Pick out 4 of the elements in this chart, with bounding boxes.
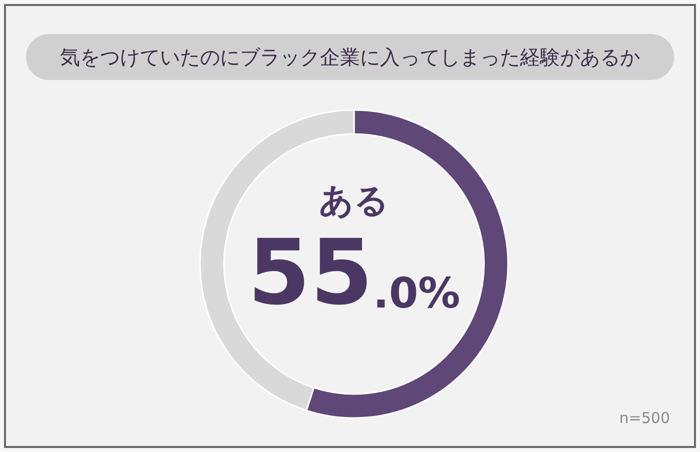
chart-title: 気をつけていたのにブラック企業に入ってしまった経験があるか: [26, 34, 674, 80]
slice-label: ある: [319, 181, 389, 221]
text: n=500: [619, 408, 670, 428]
data-label: 55.0%: [248, 220, 460, 326]
